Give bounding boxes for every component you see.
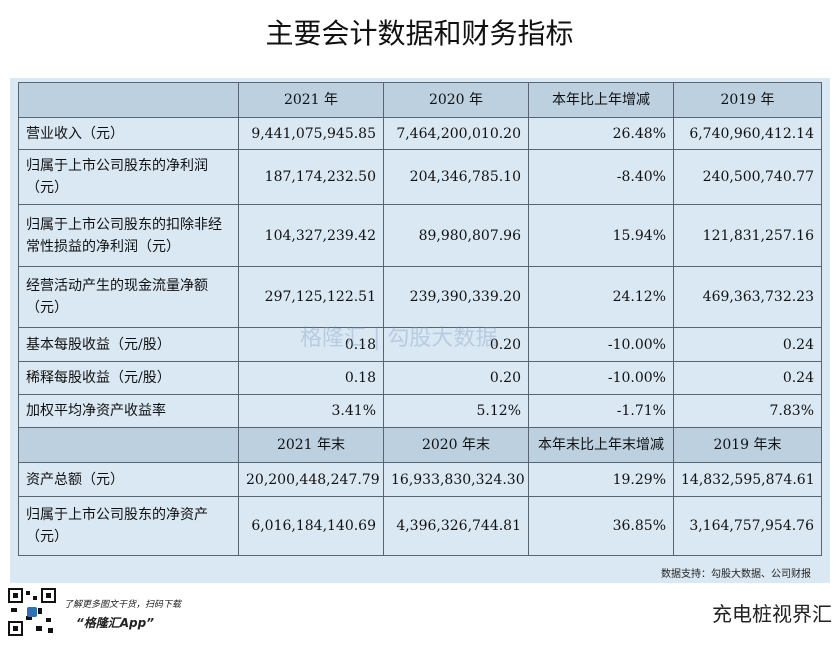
value-cell: 4,396,326,744.81 [383, 496, 529, 556]
data-row: 资产总额（元） 20,200,448,247.79 16,933,830,324.3… [18, 462, 822, 497]
row-label: 归属于上市公司股东的净利润（元） [18, 149, 239, 205]
app-name: “格隆汇App” [76, 616, 154, 630]
header-cell: 2020 年 [383, 82, 529, 118]
brand: 充电桩视界汇 [712, 602, 832, 626]
value-cell: 16,933,830,324.30 [383, 462, 529, 497]
value-cell: 187,174,232.50 [238, 149, 384, 205]
value-cell: 104,327,239.42 [238, 204, 384, 267]
value-cell: 0.24 [673, 361, 822, 395]
row-label: 经营活动产生的现金流量净额（元） [18, 266, 239, 328]
value-cell: -8.40% [528, 149, 674, 205]
value-cell: -10.00% [528, 361, 674, 395]
value-cell: 0.20 [383, 361, 529, 395]
header-row: 2021 年 2020 年本年比上年增减 2019 年 [18, 82, 822, 118]
data-row: 基本每股收益（元/股） 0.18 0.20 -10.00% 0.24 [18, 327, 822, 362]
data-row: 归属于上市公司股东的净利润（元） 187,174,232.50 204,346,78… [18, 149, 822, 205]
value-cell: 3.41% [238, 394, 384, 428]
value-cell: 204,346,785.10 [383, 149, 529, 205]
value-cell: 5.12% [383, 394, 529, 428]
tagline: 了解更多图文干货，扫码下载 [64, 600, 182, 610]
value-cell: 0.18 [238, 327, 384, 362]
header-cell [18, 82, 239, 118]
value-cell: 9,441,075,945.85 [238, 117, 384, 150]
value-cell: 89,980,807.96 [383, 204, 529, 267]
table-panel: 2021 年 2020 年本年比上年增减 2019 年营业收入（元） 9,441,07… [10, 78, 830, 583]
row-label: 营业收入（元） [18, 117, 239, 150]
row-label: 资产总额（元） [18, 462, 239, 497]
data-row: 经营活动产生的现金流量净额（元） 297,125,122.51 239,390,33… [18, 266, 822, 328]
row-label: 归属于上市公司股东的净资产（元） [18, 496, 239, 556]
value-cell: 0.20 [383, 327, 529, 362]
value-cell: 36.85% [528, 496, 674, 556]
value-cell: 7,464,200,010.20 [383, 117, 529, 150]
row-label: 归属于上市公司股东的扣除非经常性损益的净利润（元） [18, 204, 239, 267]
header-row: 2021 年末 2020 年末 本年末比上年末增减 2019 年末 [18, 427, 822, 463]
header-cell: 本年比上年增减 [528, 82, 674, 118]
header-cell: 2020 年末 [383, 427, 529, 463]
value-cell: 26.48% [528, 117, 674, 150]
header-cell: 2019 年 [673, 82, 822, 118]
value-cell: 0.18 [238, 361, 384, 395]
value-cell: 7.83% [673, 394, 822, 428]
data-row: 加权平均净资产收益率 3.41% 5.12% -1.71% 7.83% [18, 394, 822, 428]
header-cell [18, 427, 239, 463]
value-cell: -1.71% [528, 394, 674, 428]
value-cell: 15.94% [528, 204, 674, 267]
value-cell: -10.00% [528, 327, 674, 362]
source-note: 数据支持：勾股大数据、公司财报 [661, 569, 811, 580]
value-cell: 20,200,448,247.79 [238, 462, 384, 497]
value-cell: 239,390,339.20 [383, 266, 529, 328]
header-cell: 本年末比上年末增减 [528, 427, 674, 463]
data-row: 稀释每股收益（元/股） 0.18 0.20 -10.00% 0.24 [18, 361, 822, 395]
value-cell: 6,740,960,412.14 [673, 117, 822, 150]
value-cell: 469,363,732.23 [673, 266, 822, 328]
data-row: 营业收入（元） 9,441,075,945.85 7,464,200,010.20 2… [18, 117, 822, 150]
value-cell: 121,831,257.16 [673, 204, 822, 267]
header-cell: 2019 年末 [673, 427, 822, 463]
header-cell: 2021 年 [238, 82, 384, 118]
qr-code [8, 588, 56, 636]
row-label: 基本每股收益（元/股） [18, 327, 239, 362]
header-cell: 2021 年末 [238, 427, 384, 463]
value-cell: 240,500,740.77 [673, 149, 822, 205]
value-cell: 0.24 [673, 327, 822, 362]
title: 主要会计数据和财务指标 [265, 17, 574, 50]
row-label: 加权平均净资产收益率 [18, 394, 239, 428]
value-cell: 3,164,757,954.76 [673, 496, 822, 556]
value-cell: 19.29% [528, 462, 674, 497]
value-cell: 6,016,184,140.69 [238, 496, 384, 556]
row-label: 稀释每股收益（元/股） [18, 361, 239, 395]
data-row: 归属于上市公司股东的净资产（元） 6,016,184,140.69 4,396,32… [18, 496, 822, 556]
data-row: 归属于上市公司股东的扣除非经常性损益的净利润（元） 104,327,239.42 8… [18, 204, 822, 267]
value-cell: 14,832,595,874.61 [673, 462, 822, 497]
value-cell: 24.12% [528, 266, 674, 328]
value-cell: 297,125,122.51 [238, 266, 384, 328]
financial-table: 2021 年 2020 年本年比上年增减 2019 年营业收入（元） 9,441,07… [18, 82, 822, 556]
